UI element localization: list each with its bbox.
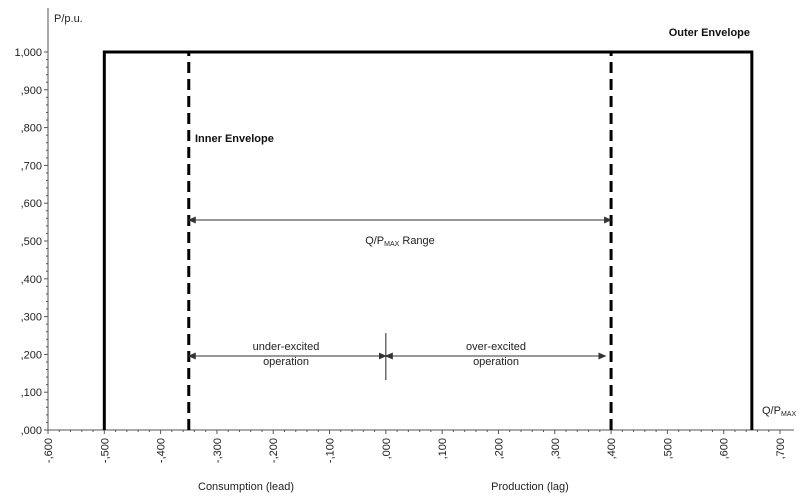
outer-envelope-line — [102, 50, 754, 430]
x-tick-label: -,600 — [43, 438, 55, 463]
under-excited-label-line2: operation — [263, 356, 309, 368]
x-axis-title-sub: MAX — [781, 411, 797, 418]
y-tick-label: ,700 — [21, 160, 42, 172]
x-tick-label: ,300 — [550, 438, 562, 459]
y-tick-label: ,100 — [21, 387, 42, 399]
x-tick-label: -,500 — [99, 438, 111, 463]
annotations-layer — [187, 216, 613, 380]
range-label-suffix: Range — [399, 235, 434, 247]
x-tick-label: ,700 — [775, 438, 787, 459]
x-tick-label: -,400 — [156, 438, 168, 463]
x-axis-ticks: -,600 -,500 -,400 -,300 -,200 -,100 ,000 ,100 ,2… — [43, 430, 787, 463]
y-tick-label: ,400 — [21, 274, 42, 286]
x-tick-label: -,100 — [325, 438, 337, 463]
x-axis-title-main: Q/P — [762, 405, 781, 417]
y-tick-label: ,500 — [21, 236, 42, 248]
range-label-sub: MAX — [384, 241, 400, 248]
x-axis-title: Q/PMAX — [762, 405, 796, 418]
y-tick-label: ,600 — [21, 198, 42, 210]
y-axis-title: P/p.u. — [54, 13, 83, 25]
x-tick-label: ,600 — [719, 438, 731, 459]
category-production: Production (lag) — [491, 481, 569, 493]
y-tick-label: 1,000 — [14, 47, 42, 59]
range-label: Q/PMAX Range — [365, 235, 435, 248]
x-tick-label: ,100 — [437, 438, 449, 459]
y-tick-label: ,000 — [21, 425, 42, 437]
x-tick-label: -,200 — [268, 438, 280, 463]
x-tick-label: ,200 — [493, 438, 505, 459]
axes — [47, 8, 794, 431]
y-tick-label: ,200 — [21, 349, 42, 361]
x-tick-label: ,000 — [381, 438, 393, 459]
x-tick-label: ,400 — [606, 438, 618, 459]
over-excited-label-line2: operation — [473, 356, 519, 368]
category-consumption: Consumption (lead) — [198, 481, 294, 493]
outer-envelope-label: Outer Envelope — [669, 27, 750, 39]
range-label-main: Q/P — [365, 235, 384, 247]
under-excited-label-line1: under-excited — [253, 341, 320, 353]
inner-envelope-label: Inner Envelope — [195, 133, 274, 145]
series-layer — [102, 50, 754, 430]
y-tick-label: ,300 — [21, 312, 42, 324]
y-tick-label: ,900 — [21, 85, 42, 97]
x-tick-label: ,500 — [662, 438, 674, 459]
x-tick-label: -,300 — [212, 438, 224, 463]
over-excited-label-line1: over-excited — [466, 341, 526, 353]
y-axis-ticks: ,000 ,100 ,200 ,300 ,400 ,500 ,600 ,700 ,800 ,900… — [14, 47, 48, 437]
y-tick-label: ,800 — [21, 123, 42, 135]
